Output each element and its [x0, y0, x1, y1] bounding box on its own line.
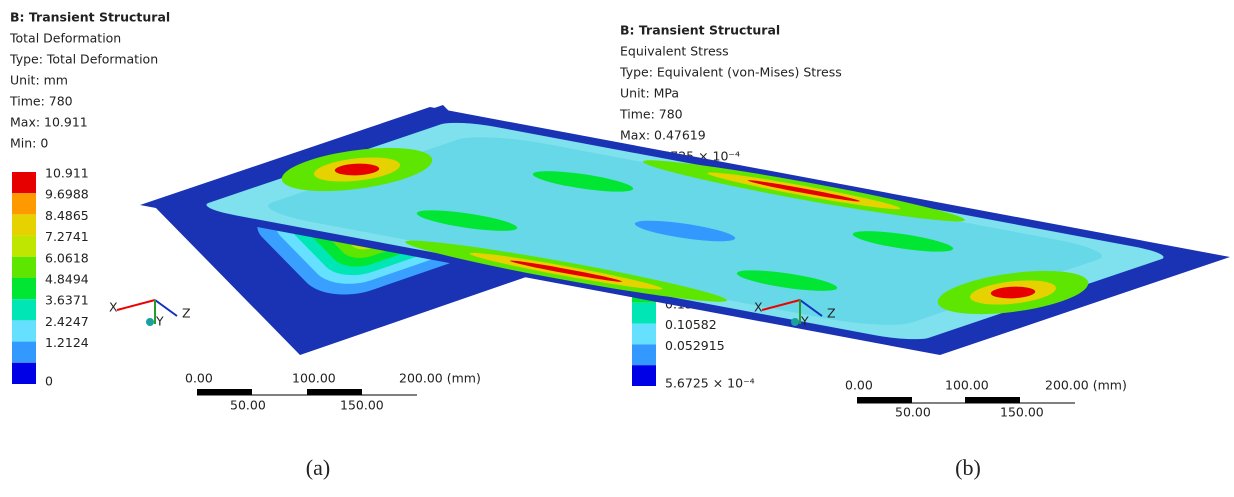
legend-swatch: [632, 344, 656, 365]
header-line: Time: 780: [9, 94, 73, 109]
scale-label: 50.00: [230, 398, 266, 413]
panel-title: B: Transient Structural: [10, 10, 170, 25]
legend-swatch: [12, 299, 36, 320]
scale-label: 50.00: [895, 405, 931, 420]
legend-label: 4.8494: [45, 272, 89, 287]
axis-label: X: [754, 300, 763, 315]
legend-swatch: [12, 257, 36, 278]
triad-ball: [146, 318, 154, 326]
axis-label: Z: [182, 306, 191, 321]
scale-label: 200.00 (mm): [399, 371, 481, 386]
scale-label: 0.00: [845, 378, 873, 393]
legend-label: 0: [45, 374, 53, 389]
legend-label: 10.911: [45, 166, 89, 181]
legend-label: 0.10582: [665, 317, 717, 332]
header-line: Type: Total Deformation: [9, 52, 158, 67]
legend-swatch: [12, 278, 36, 299]
scale-bar: [307, 389, 362, 395]
scale-label: 200.00 (mm): [1045, 378, 1127, 393]
header-line: Min: 0: [10, 136, 48, 151]
legend-swatch: [632, 365, 656, 386]
axis-label: Z: [827, 306, 836, 321]
legend-swatch: [12, 236, 36, 257]
scale-label: 0.00: [185, 371, 213, 386]
scale-label: 150.00: [340, 398, 384, 413]
legend-label: 7.2741: [45, 229, 89, 244]
scale-label: 100.00: [292, 371, 336, 386]
header-line: Equivalent Stress: [620, 44, 729, 59]
scale-bar: [197, 389, 252, 395]
axis-x: [117, 300, 155, 310]
header-line: Time: 780: [619, 107, 683, 122]
scale-label: 150.00: [1000, 405, 1044, 420]
header-line: Unit: mm: [10, 73, 68, 88]
legend-label: 3.6371: [45, 293, 89, 308]
scale-bar: [857, 397, 912, 403]
header-line: Total Deformation: [9, 31, 121, 46]
axis-label: Y: [800, 314, 809, 329]
header-line: Max: 0.47619: [620, 128, 706, 143]
legend-label: 1.2124: [45, 335, 89, 350]
scale-bar: [965, 397, 1020, 403]
legend-swatch: [12, 172, 36, 193]
header-line: Type: Equivalent (von-Mises) Stress: [619, 65, 842, 80]
axis-label: X: [109, 300, 118, 315]
legend-label: 2.4247: [45, 314, 89, 329]
axis-label: Y: [155, 314, 164, 329]
header-line: Unit: MPa: [620, 86, 679, 101]
legend-swatch: [12, 342, 36, 363]
triad-ball: [791, 318, 799, 326]
legend-swatch: [632, 324, 656, 345]
legend-swatch: [12, 363, 36, 384]
caption: (a): [306, 455, 330, 480]
figure: B: Transient Structural Total Deformation…: [0, 0, 1234, 493]
legend-label: 6.0618: [45, 250, 89, 265]
legend-swatch: [12, 193, 36, 214]
legend-label: 0.052915: [665, 338, 725, 353]
caption: (b): [955, 455, 981, 480]
legend-swatch: [632, 303, 656, 324]
legend-swatch: [12, 320, 36, 341]
legend-label: 8.4865: [45, 208, 89, 223]
panel-title: B: Transient Structural: [620, 23, 780, 38]
header-line: Max: 10.911: [10, 115, 88, 130]
legend-label: 5.6725 × 10⁻⁴: [665, 376, 755, 391]
legend-label: 9.6988: [45, 187, 89, 202]
legend-swatch: [12, 214, 36, 235]
scale-label: 100.00: [945, 378, 989, 393]
